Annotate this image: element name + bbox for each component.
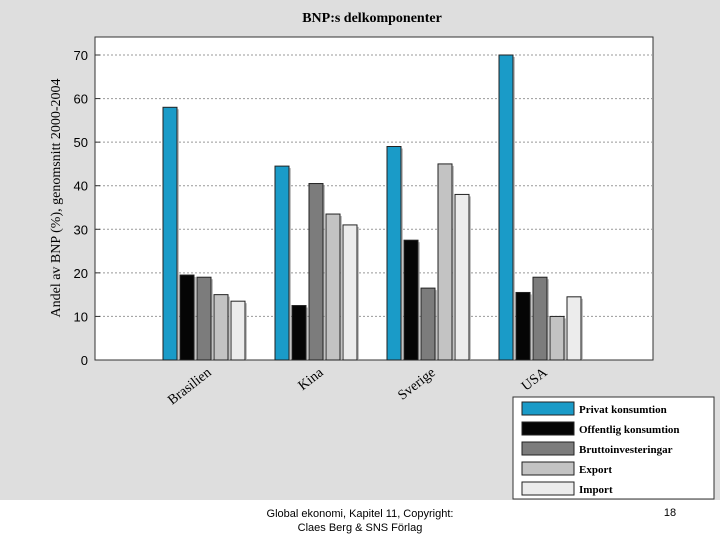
bar-usa-4 [566, 296, 582, 361]
legend-swatch [521, 441, 575, 456]
bar-sverige-3 [437, 163, 453, 361]
bar-sverige-2 [420, 287, 436, 361]
footer-line-1: Global ekonomi, Kapitel 11, Copyright: [266, 508, 454, 520]
bar-sverige-1 [403, 239, 419, 361]
bar-kina-2 [308, 183, 324, 361]
bar-sverige-4 [454, 193, 470, 361]
chart-panel: 0 10 20 30 40 50 60 70 Brasilien Kina Sverige USA … [0, 0, 720, 500]
legend-swatch [521, 421, 575, 436]
x-tick-label: Kina [296, 365, 327, 394]
bar-brasilien-1 [179, 274, 195, 361]
bars [162, 54, 583, 361]
bar-usa-1 [515, 291, 531, 361]
bar-kina-3 [325, 213, 341, 361]
x-axis-ticks: Brasilien Kina Sverige USA [165, 365, 551, 408]
x-tick-label: USA [519, 365, 551, 395]
legend-swatch [521, 461, 575, 476]
legend-label: Import [579, 484, 613, 496]
y-tick-label: 30 [74, 222, 88, 237]
bar-brasilien-4 [230, 300, 246, 361]
bar-usa-3 [549, 315, 565, 361]
page-number: 18 [663, 507, 677, 519]
legend-label: Offentlig konsumtion [579, 424, 680, 436]
bar-kina-4 [342, 224, 358, 361]
y-tick-label: 70 [74, 48, 88, 63]
footer-line-2: Claes Berg & SNS Förlag [297, 522, 423, 534]
chart-title: BNP:s delkomponenter [302, 11, 442, 26]
y-tick-label: 50 [74, 135, 88, 150]
y-axis-ticks: 0 10 20 30 40 50 60 70 [74, 48, 100, 368]
bar-usa-2 [532, 276, 548, 361]
legend-label: Export [579, 464, 612, 476]
x-tick-label: Brasilien [165, 365, 214, 408]
x-tick-label: Sverige [396, 365, 439, 403]
bar-brasilien-2 [196, 276, 212, 361]
legend-swatch [521, 481, 575, 496]
bar-kina-1 [291, 305, 307, 361]
y-tick-label: 20 [74, 266, 88, 281]
footer-copyright: Global ekonomi, Kapitel 11, Copyright: C… [220, 507, 500, 535]
bar-brasilien-0 [162, 106, 178, 361]
y-tick-label: 0 [81, 353, 88, 368]
legend-label: Privat konsumtion [579, 404, 667, 416]
bar-usa-0 [498, 54, 514, 361]
y-axis-label: Andel av BNP (%), genomsnitt 2000-2004 [49, 78, 64, 317]
legend-label: Bruttoinvesteringar [579, 444, 673, 456]
bar-sverige-0 [386, 146, 402, 361]
legend: Privat konsumtion Offentlig konsumtion Bru… [512, 396, 715, 500]
bar-brasilien-3 [213, 294, 229, 361]
bar-kina-0 [274, 165, 290, 361]
legend-swatch [521, 401, 575, 416]
y-tick-label: 10 [74, 309, 88, 324]
y-tick-label: 60 [74, 92, 88, 107]
y-tick-label: 40 [74, 179, 88, 194]
